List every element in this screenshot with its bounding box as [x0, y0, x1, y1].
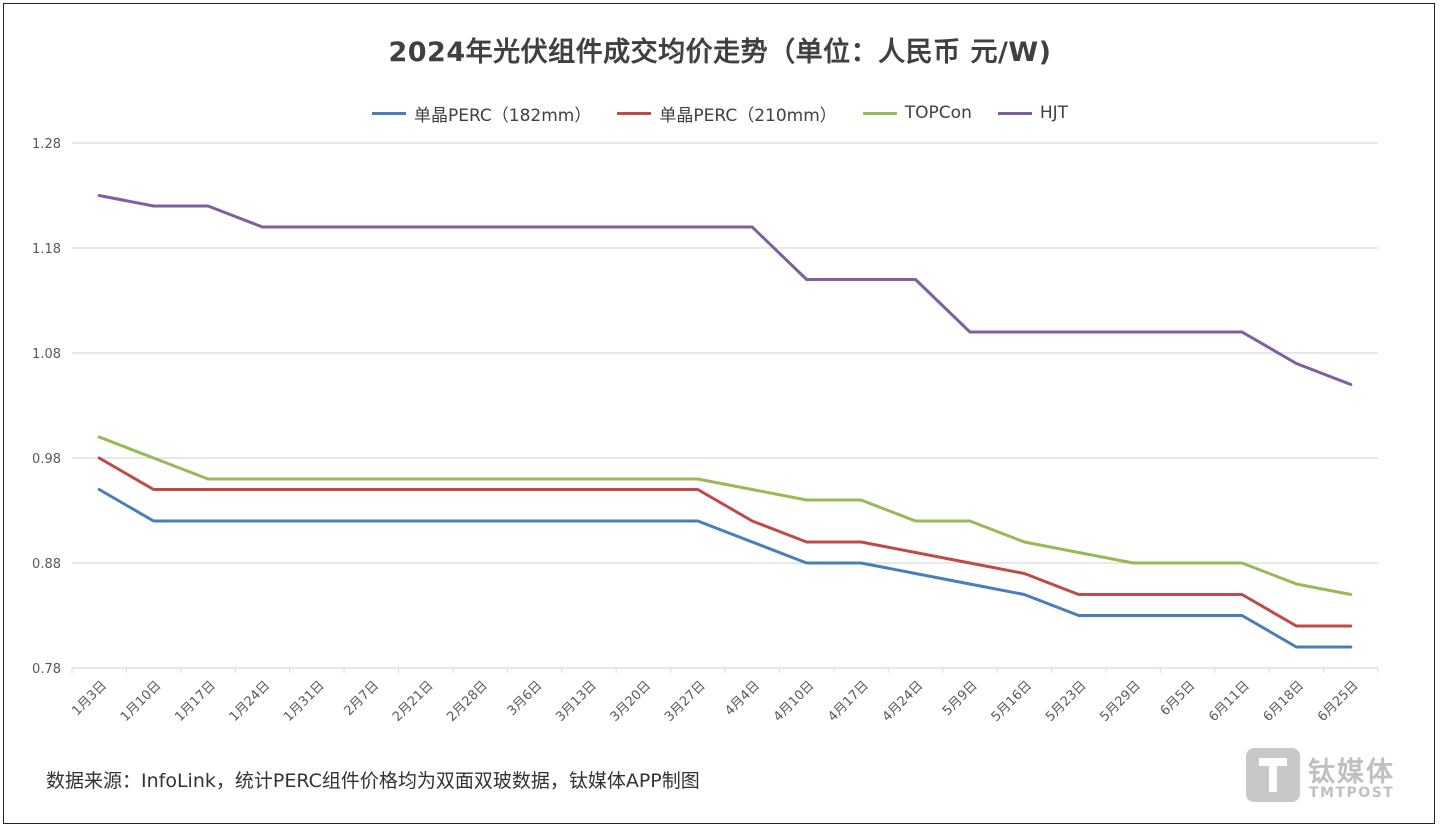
chart-title: 2024年光伏组件成交均价走势（单位：人民币 元/W): [388, 37, 1052, 68]
y-tick-label: 0.98: [32, 452, 61, 467]
legend-swatch-perc-210: [617, 111, 652, 115]
source-note: 数据来源：InfoLink，统计PERC组件价格均为双面双玻数据，钛媒体APP制…: [46, 770, 700, 792]
y-tick-label: 1.08: [32, 347, 61, 362]
x-tick-label: 2月28日: [444, 678, 491, 725]
x-tick-label: 3月20日: [608, 678, 655, 725]
y-tick-label: 1.18: [32, 242, 61, 257]
series-line-3: [97, 194, 1353, 386]
x-tick-label: 6月5日: [1158, 678, 1199, 719]
x-tick-label: 2月21日: [390, 678, 437, 725]
y-tick-label: 0.88: [32, 557, 61, 572]
legend-item-perc-210: 单晶PERC（210mm）: [617, 101, 837, 126]
legend-swatch-hjt: [997, 111, 1032, 115]
legend-label-perc-210: 单晶PERC（210mm）: [659, 105, 837, 126]
x-tick-label: 5月23日: [1043, 678, 1090, 725]
x-tick-label: 5月29日: [1097, 678, 1144, 725]
x-tick-label: 1月24日: [227, 678, 274, 725]
legend-item-hjt: HJT: [997, 103, 1069, 123]
legend-item-perc-182: 单晶PERC（182mm）: [371, 101, 592, 126]
tmtpost-logo-icon: [1246, 748, 1300, 802]
x-tick-label: 3月13日: [553, 678, 600, 725]
series-line-2: [97, 435, 1353, 596]
x-tick-label: 1月31日: [281, 678, 328, 725]
x-tick-label: 5月9日: [940, 678, 981, 719]
legend-label-perc-182: 单晶PERC（182mm）: [413, 105, 592, 126]
legend-swatch-perc-182: [371, 111, 406, 115]
x-tick-label: 2月7日: [341, 678, 382, 719]
x-tick-label: 1月3日: [69, 678, 110, 719]
series-line-0: [97, 488, 1353, 649]
x-tick-label: 1月17日: [172, 678, 219, 725]
y-tick-label: 0.78: [32, 662, 61, 677]
tmtpost-watermark: 钛媒体 TMTPOST: [1246, 748, 1406, 804]
x-tick-label: 6月25日: [1315, 678, 1362, 725]
x-tick-label: 6月18日: [1261, 678, 1308, 725]
x-tick-label: 1月10日: [118, 678, 165, 725]
chart-legend: 单晶PERC（182mm） 单晶PERC（210mm） TOPCon HJT: [0, 100, 1440, 126]
x-tick-label: 5月16日: [989, 678, 1036, 725]
x-tick-label: 4月10日: [771, 678, 818, 725]
series-line-1: [97, 456, 1353, 628]
legend-item-topcon: TOPCon: [862, 103, 972, 123]
legend-label-topcon: TOPCon: [904, 103, 972, 123]
y-tick-label: 1.28: [32, 137, 61, 152]
x-tick-label: 3月27日: [662, 678, 709, 725]
x-tick-label: 4月24日: [880, 678, 927, 725]
watermark-en: TMTPOST: [1309, 785, 1395, 801]
x-tick-label: 6月11日: [1206, 678, 1253, 725]
chart-frame: [3, 3, 1435, 824]
legend-label-hjt: HJT: [1039, 103, 1069, 123]
watermark-cn: 钛媒体: [1308, 757, 1395, 788]
legend-swatch-topcon: [862, 111, 897, 115]
x-tick-label: 4月17日: [825, 678, 872, 725]
x-tick-label: 3月6日: [505, 678, 546, 719]
x-tick-label: 4月4日: [722, 678, 763, 719]
